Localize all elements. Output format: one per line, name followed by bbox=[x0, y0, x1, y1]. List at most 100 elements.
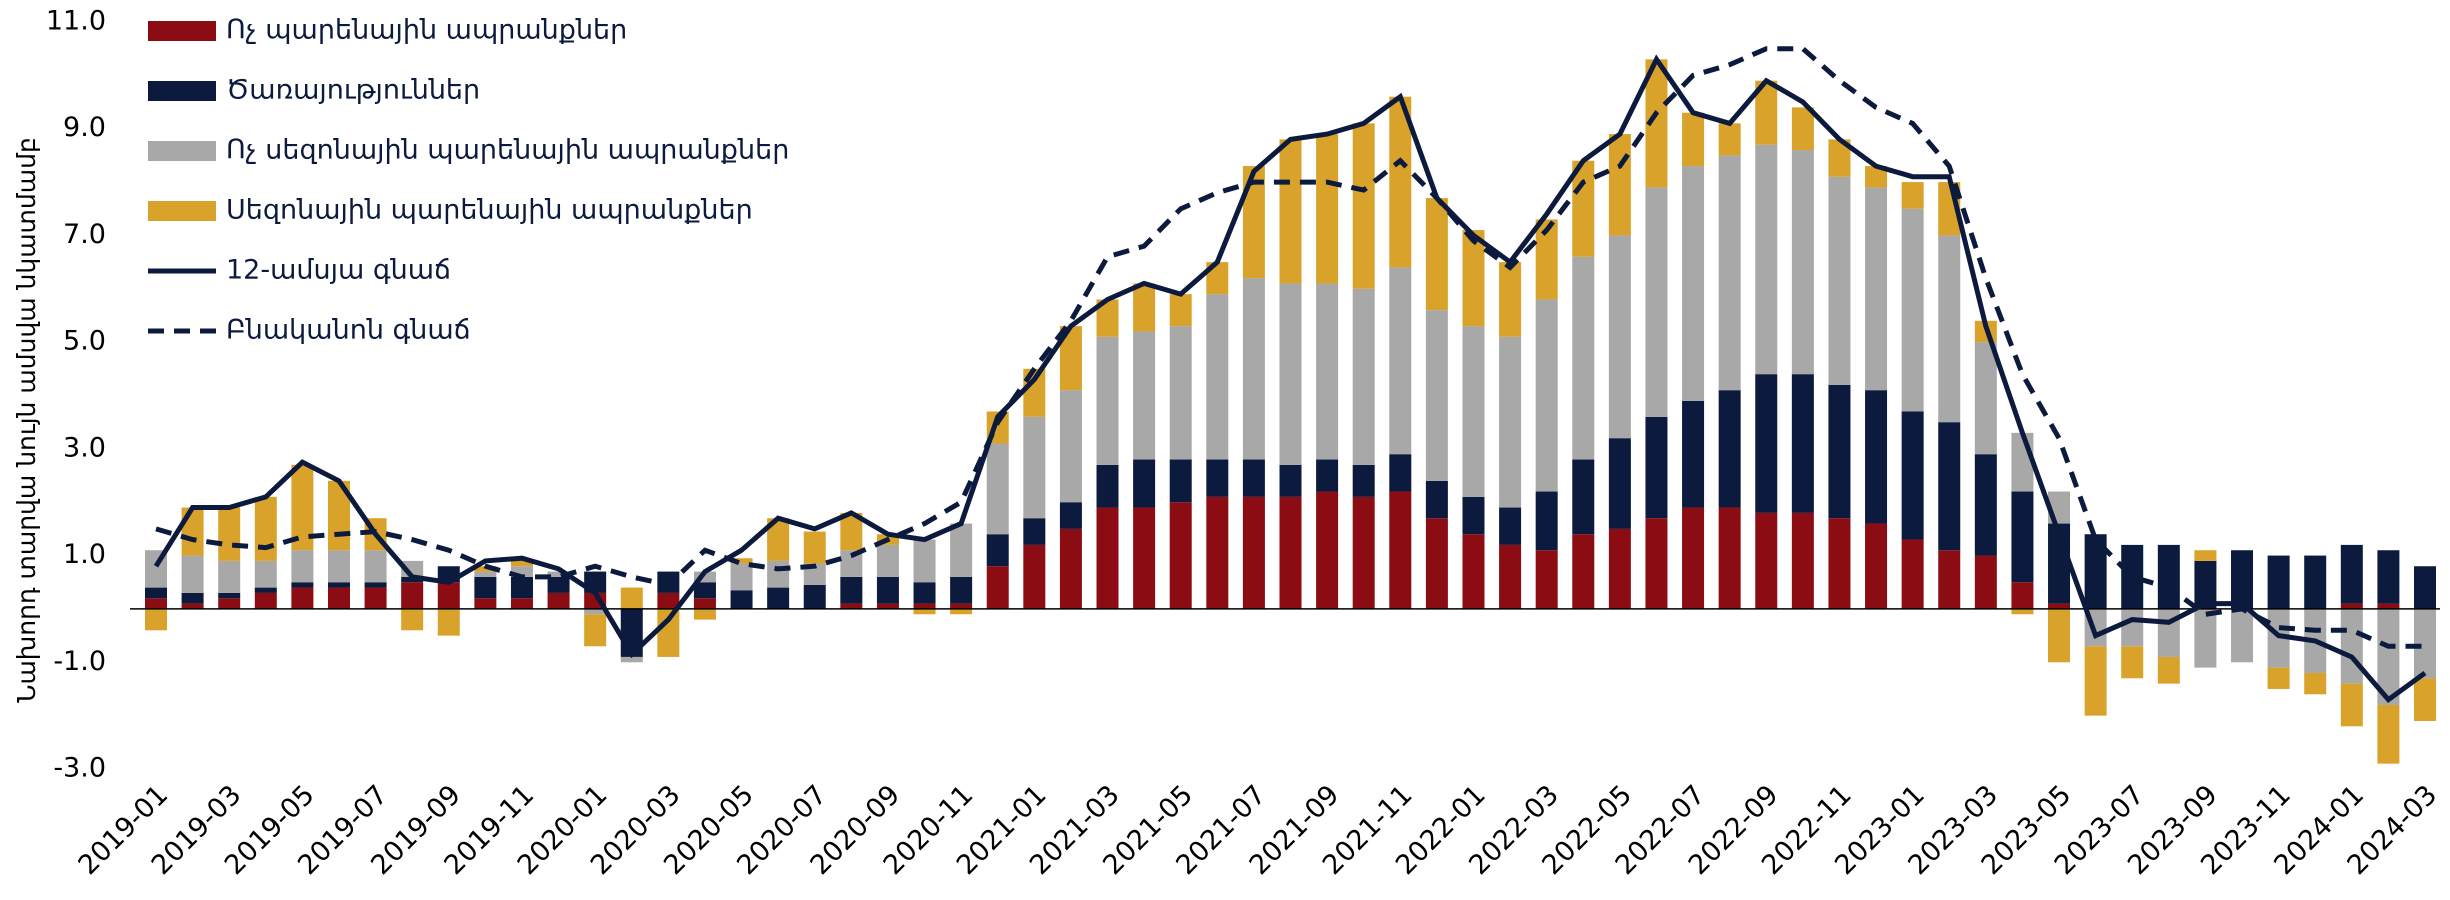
bar-segment bbox=[2414, 608, 2436, 679]
y-tick-label: -1.0 bbox=[53, 646, 106, 677]
bar-segment bbox=[1791, 150, 1814, 375]
bar-segment bbox=[2267, 608, 2290, 668]
bar-segment bbox=[1133, 507, 1156, 609]
bar-segment bbox=[2194, 560, 2217, 609]
bar-segment bbox=[218, 598, 241, 609]
bar-segment bbox=[327, 582, 350, 588]
bar-segment bbox=[2157, 544, 2180, 609]
bar-segment bbox=[1242, 496, 1265, 609]
bar-segment bbox=[2231, 550, 2254, 609]
bar-segment bbox=[1389, 454, 1412, 492]
y-tick-label: 9.0 bbox=[63, 112, 106, 143]
bar-segment bbox=[1938, 422, 1961, 551]
bar-segment bbox=[1169, 502, 1192, 609]
y-tick-label: 5.0 bbox=[63, 326, 106, 357]
bar-segment bbox=[1499, 507, 1522, 545]
bar-segment bbox=[1023, 416, 1046, 519]
bar-segment bbox=[1608, 235, 1631, 439]
bar-segment bbox=[1279, 283, 1302, 465]
bar-segment bbox=[767, 587, 790, 609]
bar-segment bbox=[730, 563, 753, 591]
bar-segment bbox=[1096, 336, 1119, 465]
bar-segment bbox=[730, 590, 753, 609]
bar-segment bbox=[2340, 608, 2363, 684]
bar-segment bbox=[474, 571, 497, 577]
bar-segment bbox=[2231, 608, 2254, 663]
bar-segment bbox=[401, 608, 424, 631]
bar-segment bbox=[1755, 374, 1778, 513]
bar-segment bbox=[2267, 667, 2290, 689]
bar-segment bbox=[1828, 384, 1851, 519]
bar-segment bbox=[1499, 544, 1522, 609]
bar-segment bbox=[950, 523, 973, 577]
legend-swatch bbox=[148, 201, 216, 221]
bar-segment bbox=[2340, 603, 2363, 609]
bar-segment bbox=[1535, 550, 1558, 609]
bar-segment bbox=[1023, 518, 1046, 545]
bar-segment bbox=[1499, 262, 1522, 337]
bar-segment bbox=[1718, 155, 1741, 391]
bar-segment bbox=[913, 603, 936, 609]
bar-segment bbox=[1279, 496, 1302, 609]
bar-segment bbox=[401, 582, 424, 609]
bar-segment bbox=[1059, 390, 1082, 503]
bar-segment bbox=[181, 603, 204, 609]
bar-segment bbox=[2011, 608, 2034, 615]
bar-segment bbox=[1425, 480, 1448, 519]
bar-segment bbox=[1352, 496, 1375, 609]
bar-segment bbox=[1865, 523, 1888, 609]
bar-segment bbox=[803, 531, 826, 564]
bar-segment bbox=[1535, 219, 1558, 300]
bar-segment bbox=[584, 608, 607, 615]
bar-segment bbox=[1133, 459, 1156, 508]
bar-segment bbox=[1938, 550, 1961, 609]
bar-segment bbox=[840, 550, 863, 577]
bar-segment bbox=[986, 566, 1009, 609]
bar-segment bbox=[1938, 235, 1961, 423]
bar-segment bbox=[1133, 331, 1156, 460]
bar-segment bbox=[1535, 491, 1558, 551]
bar-segment bbox=[1974, 454, 1997, 556]
bar-segment bbox=[1865, 166, 1888, 188]
bar-segment bbox=[1352, 288, 1375, 465]
bar-segment bbox=[950, 576, 973, 604]
legend-label: Ոչ սեզոնային պարենային ապրանքներ bbox=[226, 135, 789, 166]
bar-segment bbox=[1901, 411, 1924, 540]
bar-segment bbox=[1059, 528, 1082, 609]
bar-segment bbox=[2048, 603, 2071, 609]
bar-segment bbox=[1901, 539, 1924, 609]
bar-segment bbox=[2377, 550, 2400, 604]
legend-label: 12-ամսյա գնաճ bbox=[226, 255, 451, 286]
bar-segment bbox=[145, 587, 167, 599]
bar-segment bbox=[584, 614, 607, 647]
bar-segment bbox=[657, 592, 680, 609]
bar-segment bbox=[254, 496, 277, 561]
bar-segment bbox=[1572, 459, 1595, 535]
bar-segment bbox=[510, 598, 533, 609]
bar-segment bbox=[2340, 544, 2363, 604]
bar-segment bbox=[1389, 96, 1412, 268]
bar-segment bbox=[218, 592, 241, 599]
bar-segment bbox=[1572, 160, 1595, 257]
bar-segment bbox=[2414, 678, 2436, 721]
bar-segment bbox=[254, 587, 277, 593]
bar-segment bbox=[1352, 123, 1375, 289]
bar-segment bbox=[1828, 176, 1851, 385]
bar-segment bbox=[2377, 608, 2400, 705]
bar-segment bbox=[1389, 267, 1412, 455]
bar-segment bbox=[1791, 374, 1814, 513]
bar-segment bbox=[1718, 123, 1741, 156]
bar-segment bbox=[291, 587, 314, 609]
bar-segment bbox=[510, 566, 533, 577]
bar-segment bbox=[254, 560, 277, 588]
legend-label: Ոչ պարենային ապրանքներ bbox=[226, 15, 627, 46]
bar-segment bbox=[145, 598, 167, 609]
bar-segment bbox=[2011, 582, 2034, 609]
bar-segment bbox=[693, 582, 716, 599]
bar-segment bbox=[1572, 256, 1595, 460]
bar-segment bbox=[1242, 459, 1265, 497]
bar-segment bbox=[693, 608, 716, 620]
bar-segment bbox=[620, 587, 643, 609]
bar-segment bbox=[1242, 278, 1265, 460]
bar-segment bbox=[218, 507, 241, 561]
